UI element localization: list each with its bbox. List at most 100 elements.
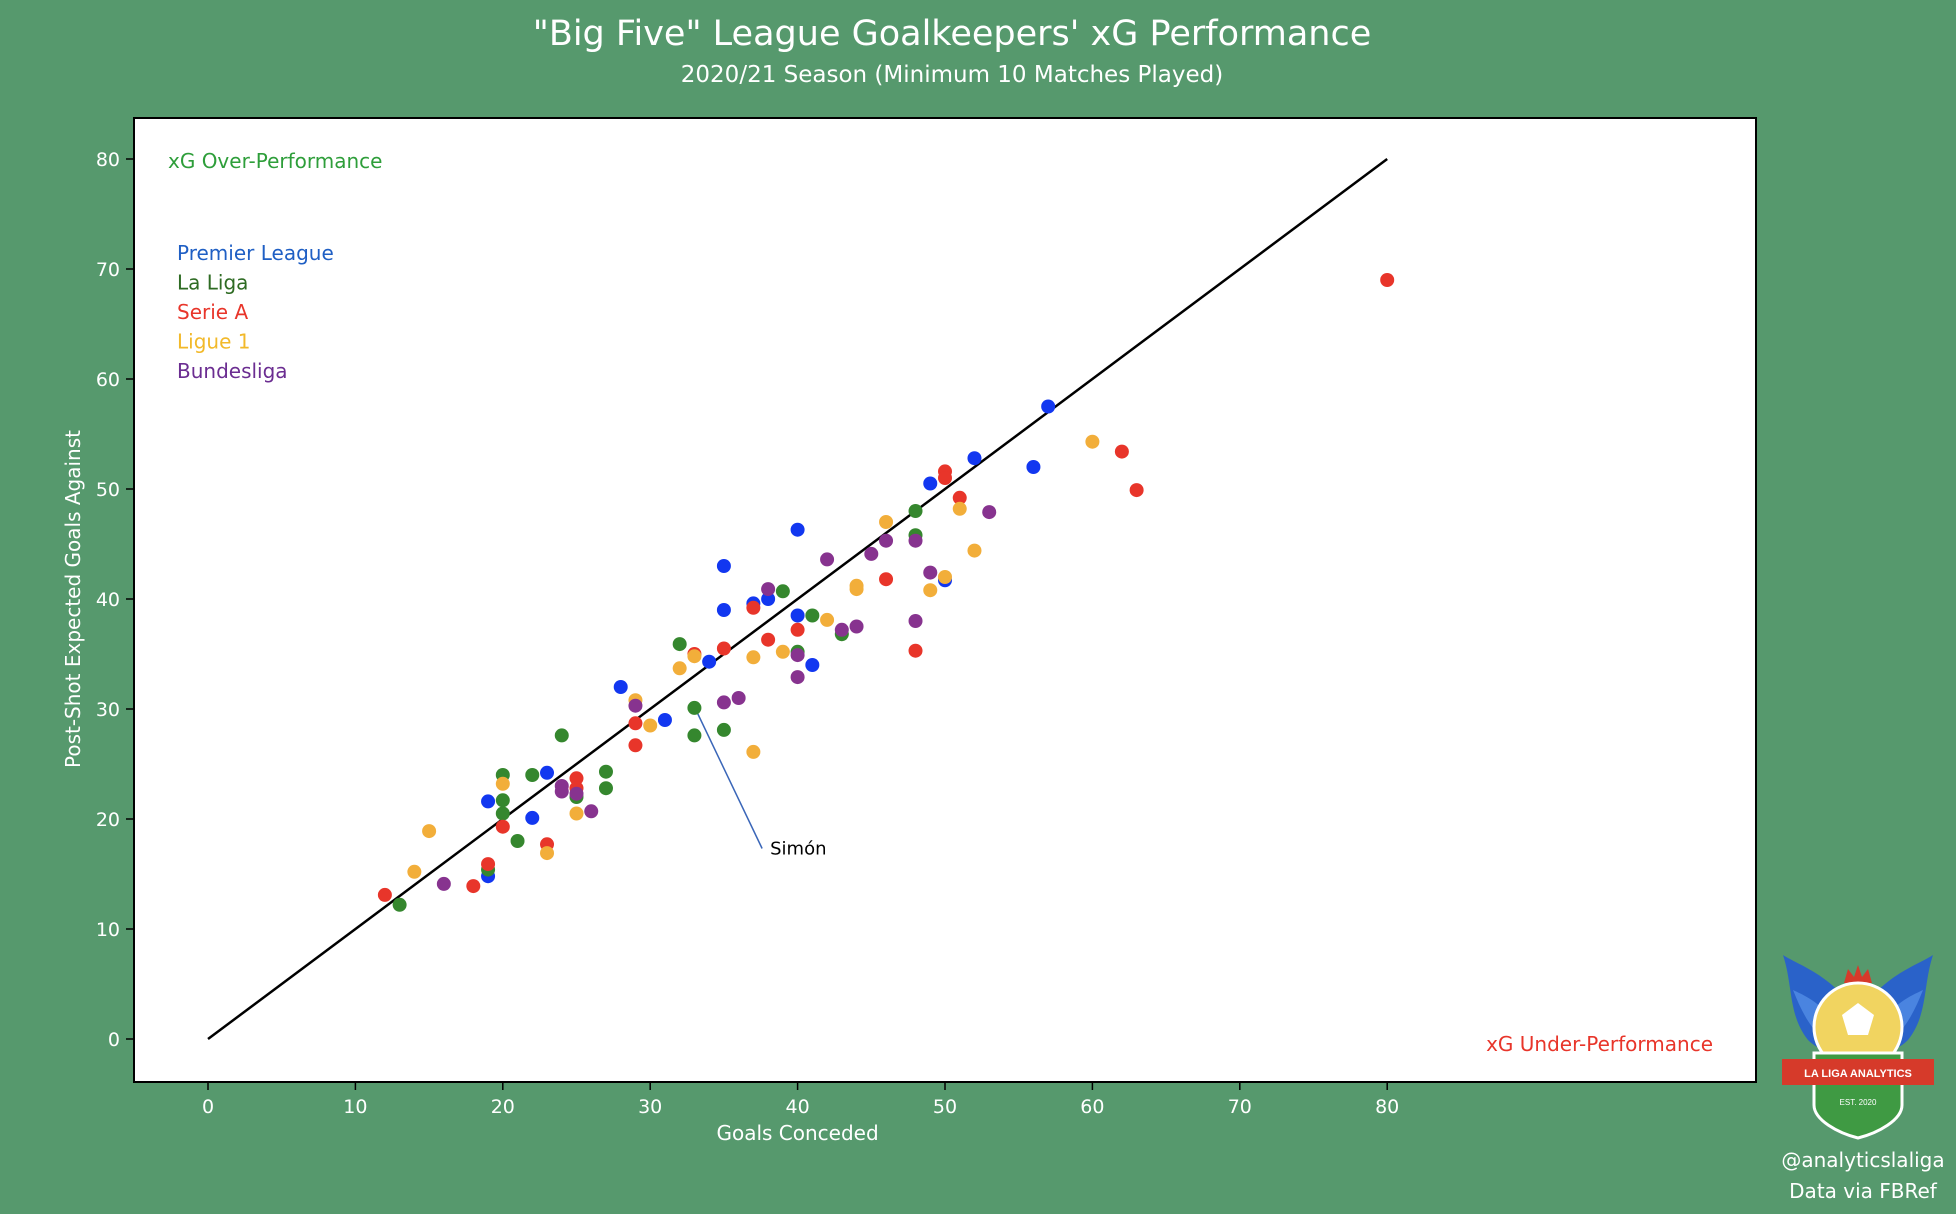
point-ligue-1 <box>775 644 790 659</box>
logo-banner-text: LA LIGA ANALYTICS <box>1804 1068 1912 1080</box>
point-premier-league <box>790 608 805 623</box>
plot-area <box>133 117 1757 1083</box>
x-tick-label: 60 <box>1080 1096 1104 1118</box>
point-bundesliga <box>761 582 776 597</box>
point-bundesliga <box>790 670 805 685</box>
point-serie-a <box>1129 483 1144 498</box>
under-performance-label: xG Under-Performance <box>1486 1032 1713 1056</box>
point-la-liga <box>687 728 702 743</box>
point-bundesliga <box>834 622 849 637</box>
point-serie-a <box>716 641 731 656</box>
point-premier-league <box>761 592 776 606</box>
point-bundesliga <box>849 619 864 634</box>
legend-item: Serie A <box>177 300 248 324</box>
point-bundesliga <box>628 698 643 713</box>
point-bundesliga <box>584 804 599 819</box>
point-bundesliga <box>569 786 584 801</box>
legend-item: Premier League <box>177 241 334 265</box>
point-serie-a <box>908 643 923 658</box>
point-premier-league <box>702 654 717 669</box>
point-bundesliga <box>864 546 879 561</box>
credits: @analyticslaliga Data via FBRef <box>1768 1145 1956 1207</box>
simon-annotation-line <box>696 712 763 849</box>
point-bundesliga <box>731 691 746 705</box>
point-premier-league <box>525 810 540 825</box>
point-bundesliga <box>908 614 923 628</box>
point-premier-league <box>613 680 628 694</box>
point-premier-league <box>716 603 731 617</box>
point-serie-a <box>628 738 643 753</box>
point-premier-league <box>716 559 731 573</box>
chart-subtitle: 2020/21 Season (Minimum 10 Matches Playe… <box>680 62 1224 88</box>
y-tick-label: 50 <box>96 479 120 501</box>
y-tick-label: 30 <box>96 699 120 721</box>
twitter-handle[interactable]: @analyticslaliga <box>1781 1148 1945 1172</box>
point-la-liga <box>510 834 525 848</box>
point-ligue-1 <box>540 846 555 861</box>
point-la-liga <box>598 781 613 796</box>
point-premier-league <box>805 658 820 672</box>
legend-item: Ligue 1 <box>177 330 250 354</box>
point-serie-a <box>761 632 776 647</box>
point-la-liga <box>554 728 569 743</box>
point-bundesliga <box>982 505 997 520</box>
point-la-liga <box>495 806 510 821</box>
chart-title: "Big Five" League Goalkeepers' xG Perfor… <box>532 14 1372 54</box>
legend-item: La Liga <box>177 271 248 295</box>
x-tick-label: 70 <box>1228 1096 1252 1118</box>
point-ligue-1 <box>407 864 422 879</box>
point-premier-league <box>540 765 555 780</box>
point-premier-league <box>1026 460 1041 474</box>
y-tick-label: 10 <box>96 919 120 941</box>
point-bundesliga <box>879 533 894 548</box>
point-la-liga <box>687 700 702 715</box>
point-premier-league <box>481 794 496 809</box>
point-la-liga <box>716 722 731 737</box>
point-ligue-1 <box>938 570 952 584</box>
simon-annotation-label: Simón <box>770 839 826 860</box>
point-bundesliga <box>554 784 569 799</box>
point-premier-league <box>967 451 982 466</box>
legend-item: Bundesliga <box>177 359 288 383</box>
point-ligue-1 <box>967 543 982 558</box>
point-bundesliga <box>908 533 923 548</box>
point-serie-a <box>628 716 643 731</box>
la-liga-analytics-logo: LA LIGA ANALYTICS EST. 2020 <box>1782 955 1934 1140</box>
data-source: Data via FBRef <box>1789 1179 1937 1203</box>
point-bundesliga <box>790 648 805 663</box>
crown-icon <box>1844 965 1872 983</box>
y-tick-label: 40 <box>96 589 120 611</box>
point-ligue-1 <box>746 650 761 665</box>
point-la-liga <box>392 897 407 912</box>
point-ligue-1 <box>746 744 761 759</box>
point-serie-a <box>790 622 805 637</box>
point-serie-a <box>938 471 952 485</box>
point-la-liga <box>805 608 820 623</box>
point-bundesliga <box>436 876 451 891</box>
x-tick-label: 10 <box>343 1096 367 1118</box>
point-premier-league <box>790 522 805 537</box>
x-tick-label: 20 <box>491 1096 515 1118</box>
over-performance-label: xG Over-Performance <box>168 149 382 173</box>
point-serie-a <box>377 887 392 902</box>
point-ligue-1 <box>820 612 835 627</box>
point-ligue-1 <box>672 661 687 676</box>
point-bundesliga <box>923 565 938 580</box>
point-ligue-1 <box>687 649 702 664</box>
point-la-liga <box>908 504 923 518</box>
y-tick-label: 70 <box>96 259 120 281</box>
point-la-liga <box>495 793 510 808</box>
point-serie-a <box>952 490 967 505</box>
point-ligue-1 <box>495 776 510 791</box>
point-la-liga <box>525 768 540 782</box>
point-serie-a <box>495 819 510 834</box>
point-la-liga <box>672 637 687 652</box>
y-tick-label: 20 <box>96 809 120 831</box>
point-premier-league <box>657 713 672 727</box>
x-tick-label: 80 <box>1375 1096 1399 1118</box>
point-bundesliga <box>820 552 835 567</box>
point-serie-a <box>569 771 584 786</box>
point-ligue-1 <box>879 515 894 529</box>
point-serie-a <box>879 572 894 587</box>
